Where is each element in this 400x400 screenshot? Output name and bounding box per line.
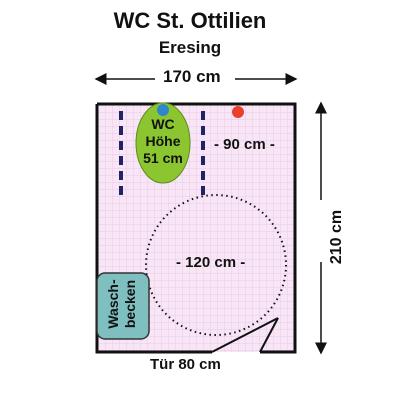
toilet-distance-label: - 90 cm -	[214, 136, 275, 153]
sink-label-box: Wasch-becken	[98, 273, 148, 339]
turning-circle-label: - 120 cm -	[176, 254, 246, 271]
red-dot-icon	[232, 106, 244, 118]
height-label: 210 cm	[328, 209, 345, 265]
turning-circle	[145, 194, 287, 336]
page-title: WC St. Ottilien	[113, 8, 267, 33]
toilet-label: WC Höhe 51 cm	[143, 116, 183, 166]
width-label: 170 cm	[163, 67, 221, 86]
room-walls	[95, 102, 297, 354]
sink-label: Wasch-becken	[105, 279, 138, 329]
sink	[96, 272, 150, 340]
door-label: Tür 80 cm	[150, 356, 221, 373]
door-leaf	[211, 317, 279, 353]
toilet-bowl	[135, 102, 191, 184]
blue-dot-icon	[157, 104, 169, 116]
page-subtitle: Eresing	[158, 38, 222, 57]
door-jamb	[259, 317, 279, 353]
